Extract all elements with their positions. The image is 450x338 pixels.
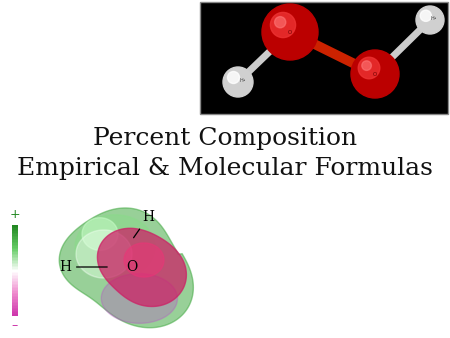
Text: Empirical & Molecular Formulas: Empirical & Molecular Formulas [17, 156, 433, 179]
Text: –: – [12, 319, 18, 332]
Bar [12, 255, 18, 257]
Bar [12, 234, 18, 236]
Bar [12, 288, 18, 290]
Bar [12, 254, 18, 256]
Polygon shape [75, 215, 155, 279]
Bar [200, 2, 448, 114]
Bar [12, 271, 18, 273]
Circle shape [351, 50, 399, 98]
Bar [12, 247, 18, 249]
Bar [12, 290, 18, 291]
Bar [12, 292, 18, 294]
Bar [12, 314, 18, 315]
Bar [12, 303, 18, 305]
Text: H: H [134, 210, 154, 238]
Bar [12, 282, 18, 284]
Bar [12, 228, 18, 230]
Bar [12, 300, 18, 302]
Bar [12, 266, 18, 267]
Bar [12, 263, 18, 265]
Polygon shape [124, 243, 164, 277]
Text: O: O [126, 260, 138, 274]
Bar [12, 230, 18, 232]
Bar [12, 284, 18, 286]
Circle shape [223, 67, 253, 97]
Circle shape [262, 4, 318, 60]
Bar [12, 309, 18, 311]
Text: H: H [59, 260, 107, 274]
Bar [12, 294, 18, 296]
Polygon shape [76, 230, 132, 278]
Bar [12, 233, 18, 235]
Text: Percent Composition: Percent Composition [93, 126, 357, 149]
Polygon shape [97, 228, 186, 307]
Circle shape [416, 6, 444, 34]
Bar [12, 295, 18, 297]
Bar [12, 225, 18, 227]
Bar [12, 258, 18, 260]
Circle shape [274, 17, 286, 28]
Text: H•: H• [431, 16, 437, 21]
Bar [12, 237, 18, 239]
Bar [12, 244, 18, 246]
Bar [12, 285, 18, 287]
Bar [12, 241, 18, 243]
Bar [12, 260, 18, 262]
Bar [12, 305, 18, 307]
Bar [12, 268, 18, 270]
Bar [12, 240, 18, 242]
Text: H•: H• [239, 78, 246, 83]
Bar [12, 297, 18, 299]
Circle shape [362, 61, 371, 70]
Circle shape [420, 10, 432, 21]
Circle shape [270, 13, 296, 38]
Circle shape [228, 72, 239, 83]
Bar [12, 267, 18, 269]
Bar [12, 249, 18, 251]
Bar [12, 226, 18, 228]
Text: O: O [373, 72, 377, 76]
Bar [12, 291, 18, 293]
Bar [12, 279, 18, 281]
Bar [12, 306, 18, 308]
Bar [12, 311, 18, 313]
Bar [12, 264, 18, 266]
Bar [12, 261, 18, 263]
Bar [12, 246, 18, 248]
Bar [12, 231, 18, 233]
Bar [12, 257, 18, 259]
Circle shape [358, 57, 380, 79]
Bar [12, 250, 18, 252]
Bar [12, 243, 18, 245]
Polygon shape [82, 218, 118, 250]
Bar [12, 276, 18, 278]
Bar [12, 273, 18, 275]
Bar [12, 287, 18, 289]
Bar [12, 239, 18, 241]
Bar [12, 277, 18, 280]
Bar [12, 236, 18, 238]
Bar [12, 281, 18, 283]
Bar [12, 298, 18, 300]
Polygon shape [101, 273, 177, 323]
Bar [12, 252, 18, 254]
Bar [12, 312, 18, 314]
Bar [12, 274, 18, 276]
Bar [12, 301, 18, 304]
Polygon shape [59, 208, 194, 328]
Bar [12, 270, 18, 272]
Text: O: O [288, 29, 292, 34]
Bar [12, 308, 18, 310]
Text: +: + [10, 208, 20, 221]
